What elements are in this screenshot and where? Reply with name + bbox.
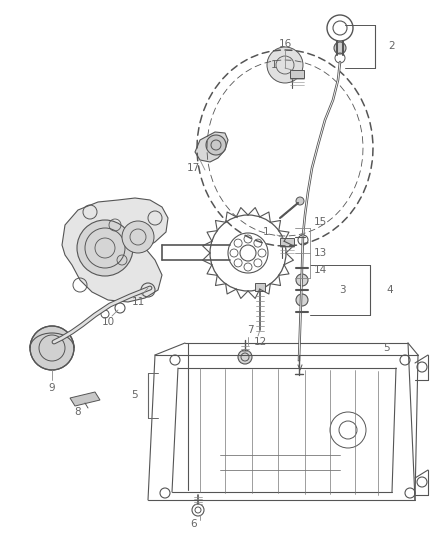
Text: 7: 7 <box>247 325 253 335</box>
Text: 14: 14 <box>313 265 327 275</box>
Bar <box>280 238 294 246</box>
Text: 5: 5 <box>383 343 389 353</box>
Text: 6: 6 <box>191 519 197 529</box>
Circle shape <box>296 274 308 286</box>
Text: 8: 8 <box>75 407 81 417</box>
Text: 4: 4 <box>387 285 393 295</box>
Circle shape <box>30 326 74 370</box>
Text: 11: 11 <box>131 297 145 307</box>
Polygon shape <box>70 392 100 406</box>
Bar <box>255 283 265 291</box>
Circle shape <box>296 197 304 205</box>
Circle shape <box>296 294 308 306</box>
Circle shape <box>334 42 346 54</box>
Text: 5: 5 <box>132 390 138 400</box>
Circle shape <box>267 47 303 83</box>
Text: 9: 9 <box>49 383 55 393</box>
Text: 13: 13 <box>313 248 327 258</box>
Text: 10: 10 <box>102 317 115 327</box>
Polygon shape <box>62 198 168 302</box>
Text: 17: 17 <box>187 163 200 173</box>
Text: 15: 15 <box>313 217 327 227</box>
Text: 2: 2 <box>389 41 396 51</box>
Circle shape <box>238 350 252 364</box>
Circle shape <box>122 221 154 253</box>
Text: 12: 12 <box>253 337 267 347</box>
Text: 16: 16 <box>279 39 292 49</box>
Circle shape <box>206 135 226 155</box>
Text: 1: 1 <box>271 60 277 70</box>
Text: 3: 3 <box>339 285 345 295</box>
Bar <box>290 70 304 78</box>
Text: 1: 1 <box>263 227 269 237</box>
Polygon shape <box>195 132 228 162</box>
Circle shape <box>77 220 133 276</box>
